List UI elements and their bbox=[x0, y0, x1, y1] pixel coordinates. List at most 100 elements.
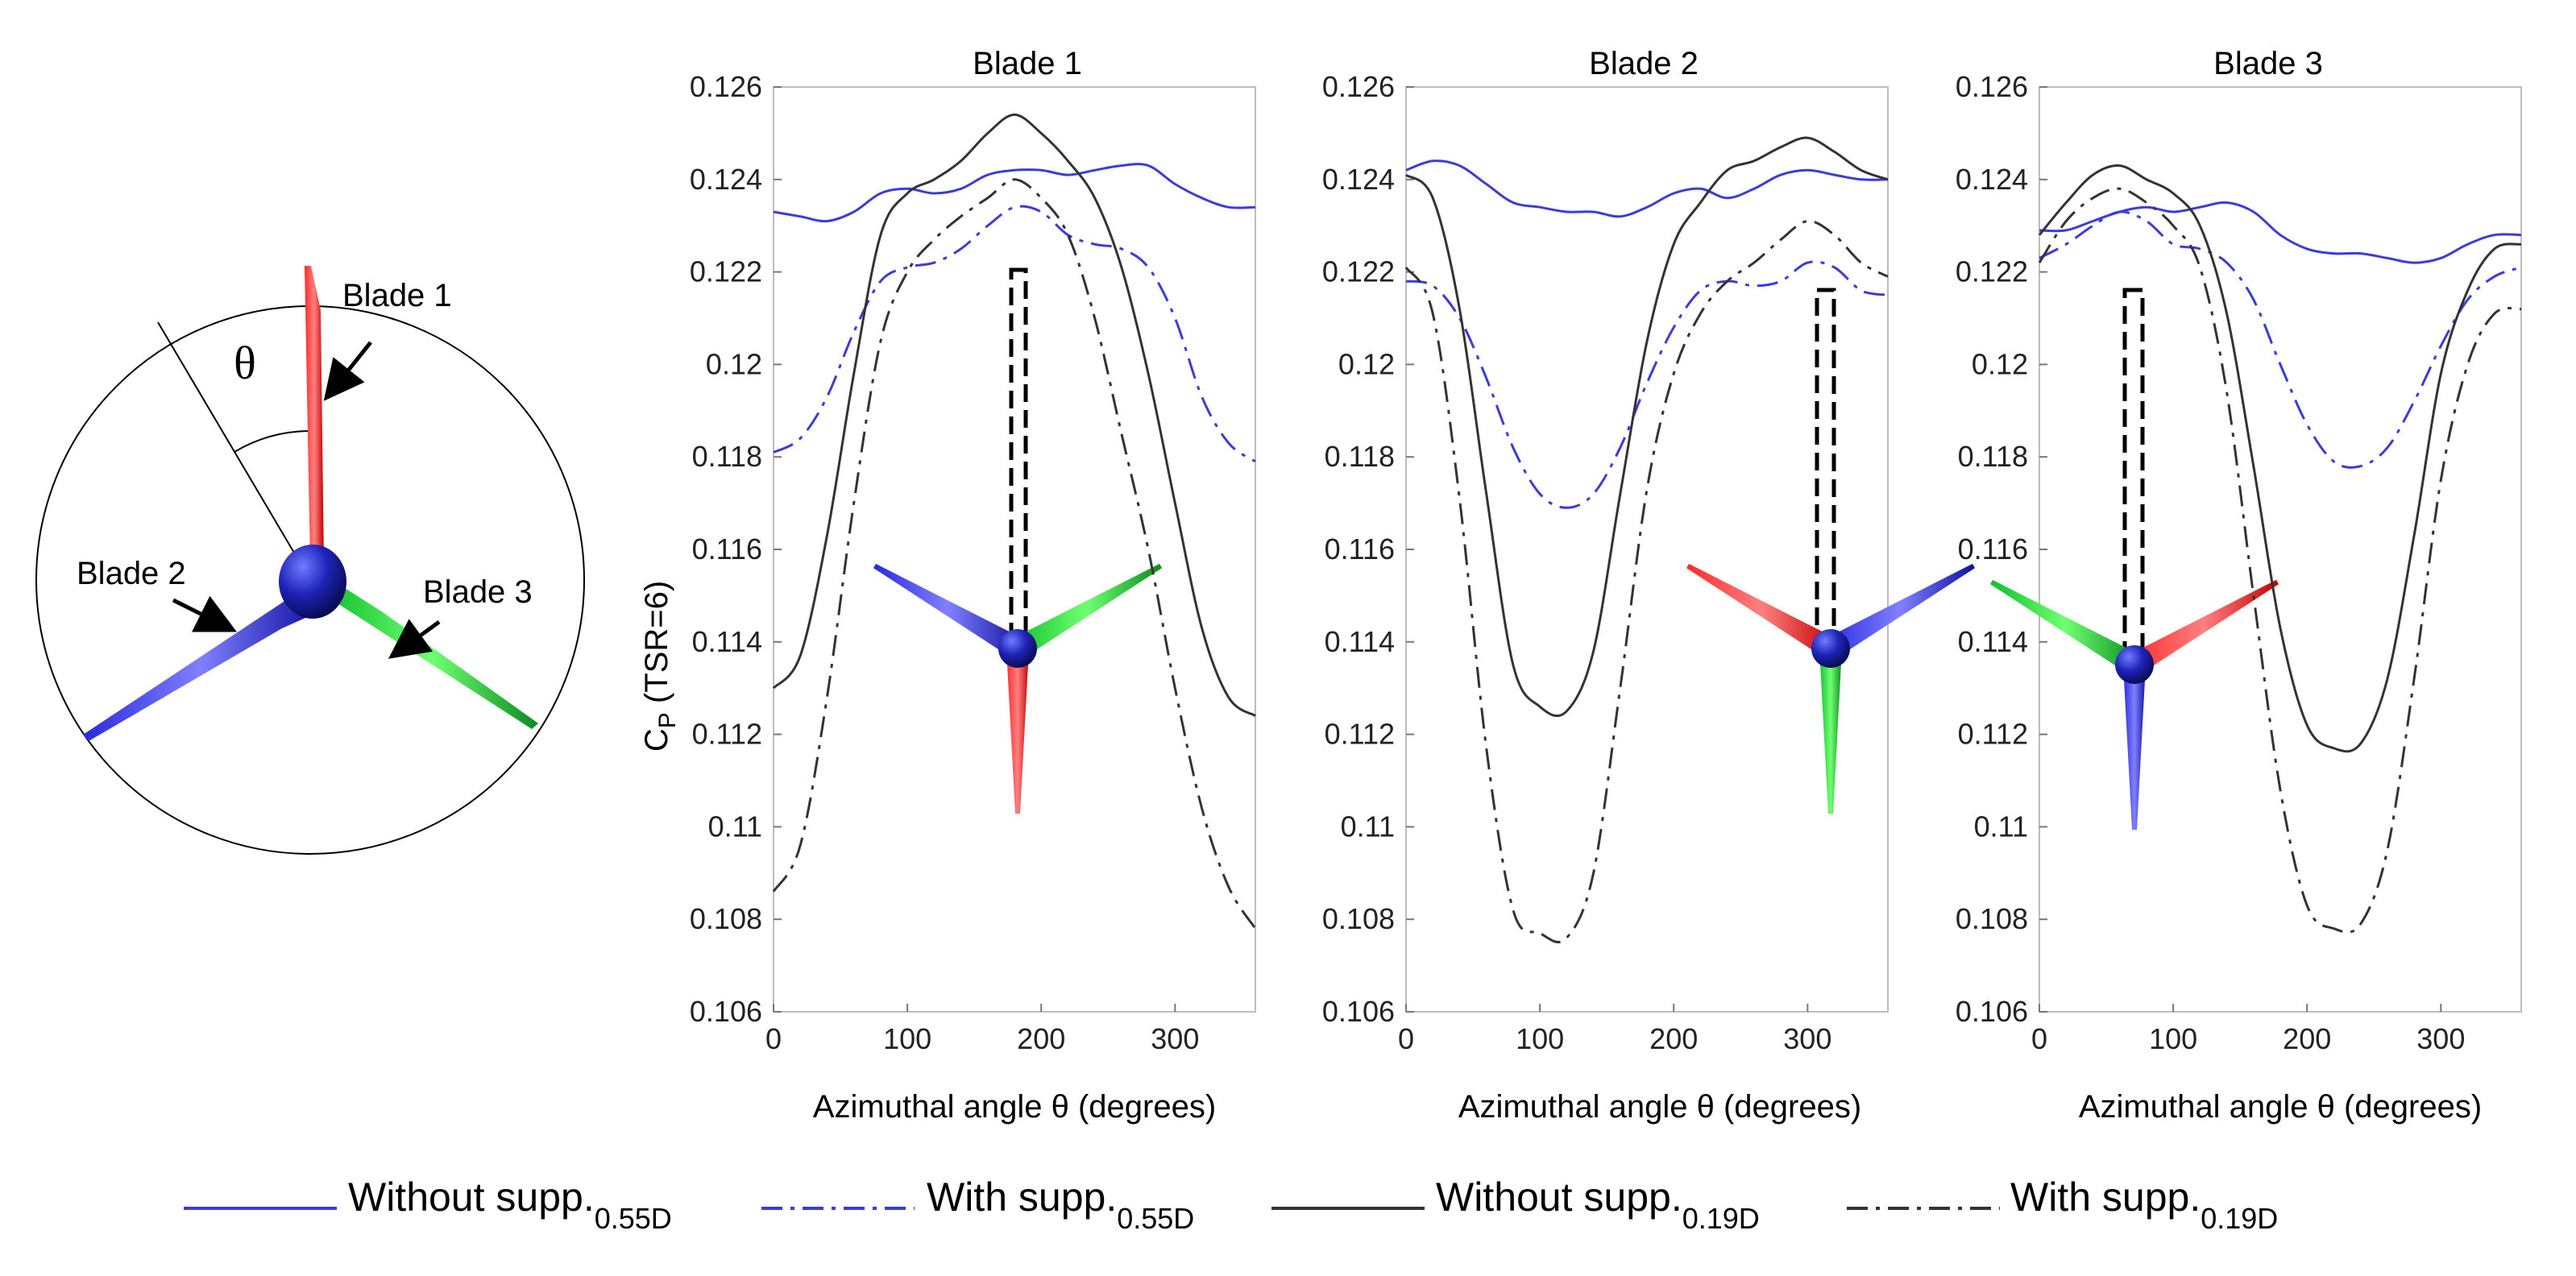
svg-text:Without supp.0.19D: Without supp.0.19D bbox=[1436, 1174, 1760, 1235]
y-tick-label: 0.122 bbox=[1322, 255, 1395, 288]
legend-subscript: 0.55D bbox=[595, 1202, 672, 1235]
y-tick-label: 0.108 bbox=[690, 902, 762, 935]
y-tick-label: 0.122 bbox=[690, 255, 762, 288]
y-tick-label: 0.118 bbox=[1958, 440, 2028, 473]
svg-text:Without supp.0.55D: Without supp.0.55D bbox=[348, 1174, 672, 1235]
plot-area bbox=[773, 86, 1256, 1013]
legend-label: With supp. bbox=[2010, 1174, 2201, 1220]
y-axis-label: CP (TSR=6) bbox=[639, 581, 681, 752]
inset-blade-1 bbox=[1686, 563, 1836, 659]
legend-subscript: 0.55D bbox=[1117, 1202, 1194, 1235]
y-tick-label: 0.112 bbox=[1325, 718, 1395, 751]
rotor-blade-1 bbox=[305, 266, 324, 564]
y-tick-label: 0.116 bbox=[1325, 532, 1395, 566]
series-with-supp-019d bbox=[772, 178, 1257, 930]
y-label-subscript: P bbox=[654, 712, 681, 728]
inset-hub bbox=[1811, 629, 1850, 668]
rotor-blade-2 bbox=[83, 592, 318, 741]
panel-title: Blade 2 bbox=[1589, 46, 1699, 81]
y-tick-label: 0.106 bbox=[1956, 995, 2028, 1028]
svg-text:With supp.0.19D: With supp.0.19D bbox=[2010, 1174, 2278, 1235]
inset-orientation-marker bbox=[2122, 288, 2145, 652]
series-without-supp-019d bbox=[772, 113, 1256, 717]
x-tick-label: 100 bbox=[2149, 1022, 2197, 1055]
rotor-hub bbox=[279, 545, 346, 619]
series-with-supp-019d bbox=[1404, 219, 1889, 943]
y-tick-label: 0.114 bbox=[1958, 625, 2028, 658]
y-tick-label: 0.108 bbox=[1322, 902, 1395, 935]
y-tick-label: 0.124 bbox=[690, 163, 762, 196]
y-tick-label: 0.118 bbox=[1325, 440, 1395, 473]
y-tick-label: 0.106 bbox=[690, 995, 762, 1028]
inset-orientation-marker bbox=[1009, 267, 1028, 636]
legend-entry-without-supp-055d: Without supp.0.55D bbox=[184, 1174, 672, 1235]
blade-3-label: Blade 3 bbox=[423, 574, 533, 610]
plot-area bbox=[2039, 86, 2522, 1013]
inset-blade-2 bbox=[1825, 563, 1975, 659]
svg-text:With supp.0.55D: With supp.0.55D bbox=[927, 1174, 1194, 1235]
azimuth-angle-arc bbox=[234, 430, 311, 453]
legend-entry-with-supp-019d: With supp.0.19D bbox=[1847, 1174, 2278, 1235]
series-without-supp-055d bbox=[773, 163, 1256, 223]
panel-blade-3: Blade 3 0.106 0.108 0.11 0.112 0.114 0.116 0.1… bbox=[1956, 46, 2522, 1125]
inset-blade-1 bbox=[1006, 648, 1029, 814]
y-tick-label: 0.12 bbox=[706, 347, 762, 380]
y-tick-label: 0.12 bbox=[1972, 347, 2028, 380]
y-tick-label: 0.11 bbox=[1974, 810, 2028, 843]
series-with-supp-055d bbox=[2039, 210, 2522, 469]
y-label-tail: (TSR=6) bbox=[639, 581, 674, 712]
x-axis-label: Azimuthal angle θ (degrees) bbox=[2079, 1089, 2482, 1125]
svg-text:CP (TSR=6): CP (TSR=6) bbox=[639, 581, 681, 752]
x-tick-label: 0 bbox=[1398, 1022, 1414, 1055]
x-tick-label: 100 bbox=[1516, 1022, 1564, 1055]
y-tick-label: 0.11 bbox=[1341, 810, 1395, 843]
y-tick-label: 0.112 bbox=[1958, 718, 2028, 751]
legend-entry-with-supp-055d: With supp.0.55D bbox=[761, 1174, 1194, 1235]
inset-blade-3 bbox=[1990, 579, 2140, 675]
series-without-supp-055d bbox=[2039, 201, 2522, 264]
y-tick-label: 0.124 bbox=[1956, 163, 2028, 196]
x-tick-label: 0 bbox=[2031, 1022, 2047, 1055]
y-tick-label: 0.114 bbox=[1325, 625, 1395, 658]
y-tick-label: 0.118 bbox=[692, 440, 762, 473]
legend-subscript: 0.19D bbox=[2201, 1202, 2278, 1235]
x-tick-label: 300 bbox=[2416, 1022, 2465, 1055]
x-tick-label: 0 bbox=[765, 1022, 782, 1055]
x-tick-label: 100 bbox=[883, 1022, 931, 1055]
y-tick-label: 0.116 bbox=[1958, 532, 2028, 566]
panel-title: Blade 3 bbox=[2213, 46, 2323, 81]
inset-blade-2 bbox=[2123, 665, 2146, 830]
y-tick-label: 0.122 bbox=[1956, 255, 2028, 288]
series-without-supp-055d bbox=[1405, 160, 1889, 218]
blade-1-arrow bbox=[323, 341, 372, 401]
series-with-supp-055d bbox=[773, 205, 1256, 463]
panel-blade-1: Blade 1 0.106 0.108 0.11 0.112 0.114 0.116 0.1… bbox=[690, 46, 1257, 1125]
inset-hub bbox=[998, 629, 1037, 668]
y-tick-label: 0.126 bbox=[1322, 70, 1395, 103]
series-without-supp-019d bbox=[2038, 164, 2522, 753]
y-tick-label: 0.106 bbox=[1322, 995, 1395, 1028]
y-tick-label: 0.114 bbox=[692, 625, 762, 658]
y-label-main: C bbox=[639, 728, 674, 752]
series-with-supp-019d bbox=[2038, 187, 2522, 934]
legend-label: Without supp. bbox=[1436, 1174, 1682, 1220]
legend-label: With supp. bbox=[927, 1174, 1117, 1220]
x-tick-label: 200 bbox=[1017, 1022, 1065, 1055]
panel-blade-2: Blade 2 0.106 0.108 0.11 0.112 0.114 0.116 0.1… bbox=[1322, 46, 1975, 1125]
inset-blade-1 bbox=[2129, 579, 2279, 675]
rotor-diagram: θ Blade 1 Blade 2 Blade 3 bbox=[35, 266, 585, 855]
azimuth-angle-symbol: θ bbox=[234, 337, 256, 389]
blade-1-label: Blade 1 bbox=[342, 278, 452, 313]
y-tick-label: 0.116 bbox=[692, 532, 762, 566]
legend: Without supp.0.55D With supp.0.55D Witho… bbox=[184, 1174, 2278, 1235]
blade-2-arrow bbox=[172, 595, 237, 632]
y-tick-label: 0.126 bbox=[690, 70, 762, 103]
y-tick-label: 0.108 bbox=[1956, 902, 2028, 935]
inset-blade-3 bbox=[1012, 563, 1162, 659]
x-axis-label: Azimuthal angle θ (degrees) bbox=[1458, 1089, 1861, 1125]
inset-hub bbox=[2115, 645, 2154, 684]
inset-orientation-marker bbox=[1815, 288, 1836, 636]
series-without-supp-019d bbox=[1405, 136, 1889, 718]
azimuth-reference-line bbox=[157, 321, 311, 581]
